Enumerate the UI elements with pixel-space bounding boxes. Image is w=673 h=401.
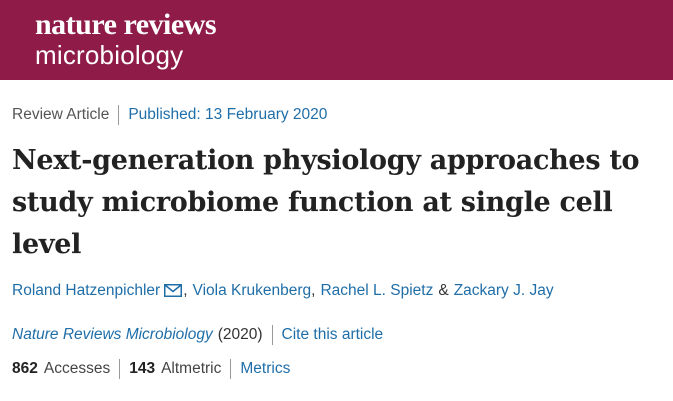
article-meta: Review Article Published: 13 February 20…: [12, 104, 661, 126]
logo-line-nature-reviews: nature reviews: [35, 8, 217, 41]
author-list: Roland Hatzenpichler , Viola Krukenberg …: [12, 282, 661, 300]
article-title: Next-generation physiology approaches to…: [12, 145, 640, 260]
accesses-label: Accesses: [43, 360, 111, 377]
journal-name: Nature Reviews Microbiology: [12, 326, 213, 343]
author-separator: ,: [183, 282, 188, 299]
publication-year: (2020): [217, 326, 263, 343]
author-link[interactable]: Rachel L. Spietz: [320, 282, 434, 299]
article-header: Review Article Published: 13 February 20…: [0, 104, 673, 380]
author-link[interactable]: Zackary J. Jay: [453, 282, 554, 299]
citation-row: Nature Reviews Microbiology (2020) Cite …: [12, 324, 661, 346]
author-link[interactable]: Viola Krukenberg: [192, 282, 312, 299]
separator: [119, 359, 121, 379]
author-separator: ,: [311, 282, 316, 299]
journal-banner: nature reviews microbiology: [0, 0, 673, 80]
author-link[interactable]: Roland Hatzenpichler: [12, 282, 161, 299]
metrics-link[interactable]: Metrics: [240, 360, 291, 377]
mail-icon[interactable]: [164, 283, 183, 297]
article-type: Review Article: [12, 106, 110, 123]
separator: [271, 325, 273, 345]
separator: [118, 105, 120, 125]
separator: [230, 359, 232, 379]
logo-line-microbiology: microbiology: [35, 40, 184, 70]
journal-logo[interactable]: nature reviews microbiology: [35, 8, 217, 70]
author-ampersand: &: [438, 282, 449, 299]
accesses-count: 862: [12, 360, 38, 377]
cite-article-link[interactable]: Cite this article: [281, 326, 384, 343]
metrics-row: 862 Accesses 143 Altmetric Metrics: [12, 358, 661, 380]
altmetric-count: 143: [129, 360, 156, 377]
altmetric-label: Altmetric: [161, 360, 222, 377]
published-date: Published: 13 February 2020: [128, 106, 328, 123]
